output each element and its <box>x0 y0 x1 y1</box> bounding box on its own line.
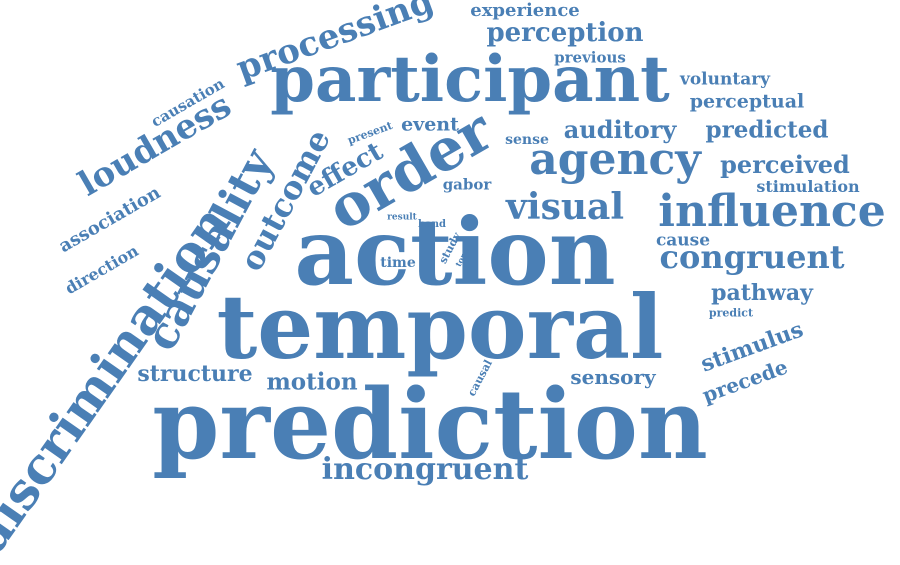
word-prediction: prediction <box>152 368 708 481</box>
word-perceived: perceived <box>720 150 850 179</box>
word-gabor: gabor <box>442 175 492 194</box>
word-sense: sense <box>505 132 549 148</box>
word-cause: cause <box>655 230 711 251</box>
word-agency: agency <box>529 134 701 185</box>
word-association: association <box>55 182 165 258</box>
word-participant: participant <box>270 42 670 117</box>
word-influence: influence <box>658 186 886 237</box>
word-predict: predict <box>708 306 754 320</box>
word-incongruent: incongruent <box>321 452 529 487</box>
word-pathway: pathway <box>711 280 813 306</box>
word-voluntary: voluntary <box>679 69 771 90</box>
word-temporal: temporal <box>216 275 664 379</box>
word-time: time <box>380 255 416 271</box>
word-structure: structure <box>137 361 253 387</box>
word-stimulation: stimulation <box>756 177 860 196</box>
word-result: result <box>387 212 417 223</box>
word-congruent: congruent <box>659 238 845 276</box>
word-sensory: sensory <box>570 365 656 389</box>
word-previous: previous <box>554 48 626 67</box>
word-predicted: predicted <box>705 116 829 144</box>
word-perception: perception <box>486 18 644 48</box>
word-motion: motion <box>266 368 358 396</box>
word-experience: experience <box>470 0 580 21</box>
word-event: event <box>401 113 459 136</box>
word-perceptual: perceptual <box>689 90 805 113</box>
word-action: action <box>294 198 616 306</box>
word-auditory: auditory <box>563 115 677 144</box>
word-visual: visual <box>505 186 625 228</box>
word-hand: hand <box>417 219 447 230</box>
